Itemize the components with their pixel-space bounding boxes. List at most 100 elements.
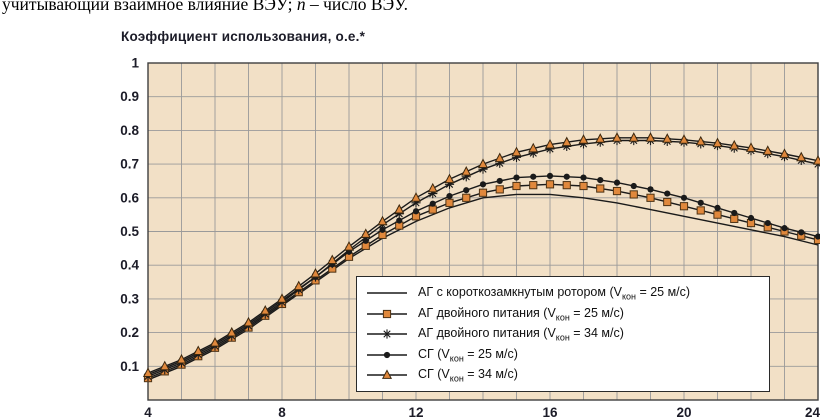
y-tick-label: 0.1 bbox=[120, 359, 139, 374]
square-marker-icon bbox=[382, 309, 392, 318]
asterisk-marker-icon bbox=[444, 179, 455, 189]
legend-asterisk-sample-icon bbox=[367, 329, 407, 339]
y-tick-label: 0.4 bbox=[120, 258, 139, 273]
asterisk-marker-icon bbox=[411, 198, 421, 208]
legend-label: АГ с короткозамкнутым ротором (Vкон = 25… bbox=[418, 285, 691, 302]
triangle-marker-icon bbox=[243, 316, 254, 327]
triangle-marker-icon bbox=[695, 135, 706, 146]
circle-marker-icon bbox=[546, 172, 554, 179]
legend-square-sample-icon bbox=[367, 309, 407, 318]
square-marker-icon bbox=[512, 181, 521, 191]
circle-marker-icon bbox=[781, 225, 788, 232]
triangle-marker-icon bbox=[260, 305, 271, 315]
circle-marker-icon bbox=[479, 181, 487, 188]
square-marker-icon bbox=[562, 181, 571, 190]
triangle-marker-icon bbox=[611, 132, 623, 142]
y-tick-label: 0.8 bbox=[120, 123, 139, 138]
triangle-marker-icon bbox=[779, 148, 790, 158]
triangle-marker-icon bbox=[410, 192, 422, 202]
triangle-marker-icon bbox=[293, 280, 304, 291]
series-line-ag_kz_25 bbox=[147, 193, 819, 381]
circle-marker-icon bbox=[463, 187, 470, 194]
legend-triangle-sample-icon bbox=[367, 369, 407, 380]
circle-marker-icon bbox=[714, 204, 721, 212]
x-tick-label: 20 bbox=[676, 405, 691, 419]
circle-marker-icon bbox=[496, 177, 503, 185]
circle-marker-icon bbox=[630, 182, 637, 190]
asterisk-marker-icon bbox=[394, 209, 404, 219]
square-marker-icon bbox=[663, 197, 672, 207]
triangle-marker-icon bbox=[461, 166, 472, 176]
y-tick-label: 0.2 bbox=[120, 325, 139, 340]
y-tick-label: 0.3 bbox=[120, 291, 139, 306]
y-tick-label: 0.5 bbox=[120, 224, 139, 239]
triangle-marker-icon bbox=[796, 151, 807, 162]
triangle-marker-icon bbox=[193, 345, 204, 356]
legend-item: АГ двойного питания (Vкон = 34 м/с) bbox=[365, 324, 761, 345]
legend-label: СГ (Vкон = 25 м/с) bbox=[418, 346, 518, 364]
x-tick-label: 8 bbox=[278, 405, 286, 419]
square-marker-icon bbox=[713, 210, 722, 219]
square-marker-icon bbox=[545, 180, 555, 189]
legend-line-sample-icon bbox=[367, 292, 407, 294]
square-marker-icon bbox=[679, 202, 689, 211]
square-marker-icon bbox=[428, 205, 437, 214]
legend-label: СГ (Vкон = 34 м/с) bbox=[418, 367, 518, 384]
circle-marker-icon bbox=[563, 173, 570, 180]
triangle-marker-icon bbox=[159, 360, 170, 371]
triangle-marker-icon bbox=[477, 158, 489, 168]
square-marker-icon bbox=[462, 193, 471, 202]
triangle-marker-icon bbox=[394, 203, 405, 214]
circle-marker-icon bbox=[697, 199, 704, 206]
square-marker-icon bbox=[646, 193, 655, 202]
triangle-marker-icon bbox=[528, 142, 539, 153]
triangle-marker-icon bbox=[226, 326, 237, 337]
triangle-marker-icon bbox=[729, 139, 740, 150]
x-tick-label: 4 bbox=[144, 405, 152, 419]
x-tick-label: 12 bbox=[408, 405, 423, 419]
circle-marker-icon bbox=[383, 351, 391, 358]
circle-marker-icon bbox=[814, 233, 820, 240]
square-marker-icon bbox=[629, 190, 638, 199]
triangle-marker-icon bbox=[494, 152, 505, 163]
triangle-marker-icon bbox=[343, 240, 355, 251]
triangle-marker-icon bbox=[327, 254, 338, 265]
legend-circle-sample-icon bbox=[367, 351, 407, 358]
triangle-marker-icon bbox=[561, 136, 572, 147]
triangle-marker-icon bbox=[176, 353, 187, 364]
circle-marker-icon bbox=[580, 174, 587, 181]
asterisk-marker-icon bbox=[495, 158, 505, 168]
triangle-marker-icon bbox=[209, 337, 221, 347]
asterisk-marker-icon bbox=[382, 329, 392, 339]
legend-item: СГ (Vкон = 34 м/с) bbox=[365, 365, 761, 386]
x-tick-label: 24 bbox=[805, 405, 820, 419]
triangle-marker-icon bbox=[595, 133, 606, 143]
triangle-marker-icon bbox=[578, 134, 589, 144]
caption-post: – число ВЭУ. bbox=[305, 0, 409, 14]
triangle-marker-icon bbox=[544, 138, 556, 149]
triangle-marker-icon bbox=[712, 137, 723, 148]
triangle-marker-icon bbox=[678, 134, 690, 144]
triangle-marker-icon bbox=[444, 173, 455, 184]
circle-marker-icon bbox=[647, 186, 654, 193]
plot-border bbox=[147, 62, 819, 401]
caption-pre: учитывающий взаимное влияние ВЭУ; bbox=[2, 0, 297, 14]
chart-legend: АГ с короткозамкнутым ротором (Vкон = 25… bbox=[356, 276, 770, 392]
triangle-marker-icon bbox=[360, 228, 371, 238]
circle-marker-icon bbox=[680, 194, 688, 201]
circle-marker-icon bbox=[613, 179, 621, 186]
triangle-marker-icon bbox=[745, 142, 757, 152]
triangle-marker-icon bbox=[762, 145, 773, 155]
y-tick-label: 0.7 bbox=[120, 157, 139, 172]
y-tick-label: 0.6 bbox=[120, 190, 139, 205]
triangle-marker-icon bbox=[310, 267, 321, 278]
circle-marker-icon bbox=[597, 177, 604, 184]
square-marker-icon bbox=[529, 181, 538, 190]
y-tick-label: 1 bbox=[131, 56, 139, 71]
circle-marker-icon bbox=[362, 237, 369, 244]
legend-item: СГ (Vкон = 25 м/с) bbox=[365, 345, 761, 366]
asterisk-marker-icon bbox=[545, 144, 555, 154]
circle-marker-icon bbox=[530, 173, 537, 180]
circle-marker-icon bbox=[396, 217, 403, 224]
